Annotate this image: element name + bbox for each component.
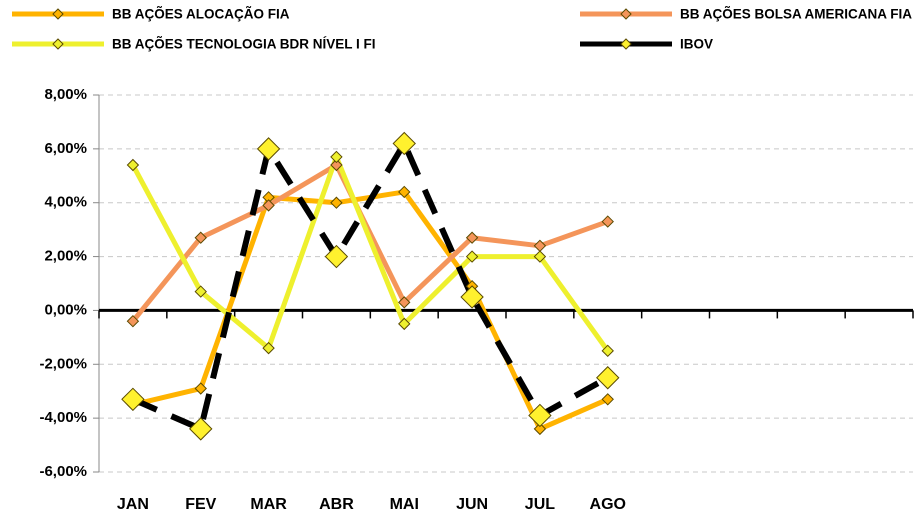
point-marker bbox=[189, 417, 213, 441]
point-marker bbox=[465, 250, 479, 263]
point-marker bbox=[398, 185, 411, 199]
legend-marker bbox=[52, 38, 64, 50]
legend-marker bbox=[620, 8, 632, 20]
series-line bbox=[130, 162, 609, 323]
point-marker bbox=[528, 403, 552, 428]
point-marker bbox=[330, 196, 343, 209]
y-tick-label: 2,00% bbox=[44, 248, 87, 265]
y-tick-label: 6,00% bbox=[44, 140, 87, 157]
point-marker bbox=[533, 422, 547, 436]
point-marker bbox=[262, 199, 275, 212]
point-marker bbox=[601, 215, 614, 228]
point-marker bbox=[324, 244, 349, 269]
x-tick-label: FEV bbox=[185, 496, 216, 513]
point-marker bbox=[398, 296, 411, 309]
legend-marker bbox=[620, 38, 632, 50]
x-tick-label: JAN bbox=[117, 496, 149, 513]
point-marker bbox=[398, 317, 411, 331]
y-tick-label: -6,00% bbox=[39, 463, 87, 480]
point-marker bbox=[256, 137, 281, 161]
legend-label: IBOV bbox=[680, 37, 713, 52]
point-marker bbox=[194, 382, 207, 395]
legend-label: BB AÇÕES ALOCAÇÃO FIA bbox=[112, 7, 290, 22]
legend-marker bbox=[52, 8, 64, 20]
x-tick-label: JUN bbox=[456, 496, 488, 513]
point-marker bbox=[601, 393, 614, 406]
point-marker bbox=[330, 158, 343, 172]
y-tick-label: 0,00% bbox=[44, 301, 87, 318]
y-tick-label: 4,00% bbox=[44, 194, 87, 211]
series-line bbox=[130, 154, 610, 353]
x-tick-label: ABR bbox=[319, 496, 354, 513]
point-marker bbox=[392, 131, 416, 156]
point-marker bbox=[194, 231, 207, 244]
point-marker bbox=[121, 387, 145, 412]
point-marker bbox=[533, 250, 547, 263]
y-tick-label: -4,00% bbox=[39, 409, 87, 426]
point-marker bbox=[460, 285, 484, 309]
y-tick-label: -2,00% bbox=[39, 355, 87, 372]
point-marker bbox=[126, 314, 140, 328]
x-tick-label: JUL bbox=[525, 496, 555, 513]
point-marker bbox=[465, 231, 479, 244]
point-marker bbox=[596, 366, 620, 390]
legend-label: BB AÇÕES TECNOLOGIA BDR NÍVEL I FI bbox=[112, 37, 376, 52]
point-marker bbox=[126, 158, 140, 172]
point-marker bbox=[262, 341, 275, 355]
legend-label: BB AÇÕES BOLSA AMERICANA FIA bbox=[680, 7, 912, 22]
point-marker bbox=[601, 344, 614, 358]
x-tick-label: AGO bbox=[590, 496, 626, 513]
x-tick-label: MAI bbox=[390, 496, 419, 513]
x-tick-label: MAR bbox=[250, 496, 287, 513]
point-marker bbox=[194, 285, 207, 298]
y-tick-label: 8,00% bbox=[44, 86, 87, 103]
series-line bbox=[131, 140, 610, 432]
point-marker bbox=[330, 150, 343, 164]
